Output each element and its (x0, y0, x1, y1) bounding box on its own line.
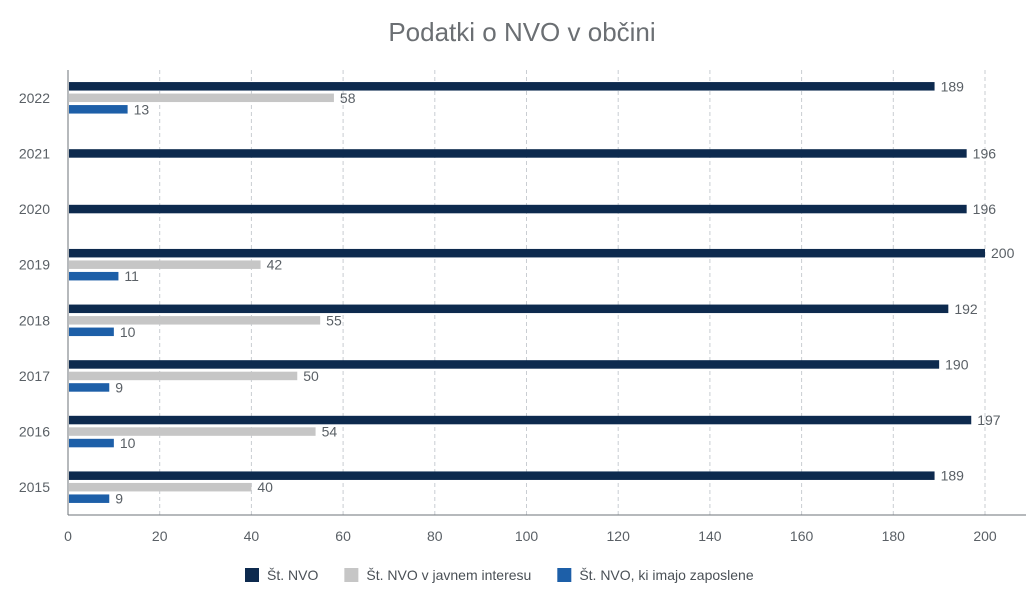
bars (69, 82, 985, 503)
y-tick-label: 2017 (19, 368, 50, 384)
x-tick-label: 180 (882, 528, 906, 544)
bar (69, 383, 110, 392)
data-label: 9 (115, 379, 123, 395)
data-label: 13 (134, 101, 150, 117)
bar (69, 149, 967, 158)
data-label: 200 (991, 245, 1015, 261)
x-tick-label: 140 (698, 528, 722, 544)
legend-label: Št. NVO v javnem interesu (366, 567, 531, 583)
chart-title: Podatki o NVO v občini (388, 17, 655, 47)
bar (69, 427, 316, 436)
legend-label: Št. NVO, ki imajo zaposlene (579, 567, 754, 583)
bar (69, 471, 935, 480)
bar (69, 371, 298, 381)
data-label: 40 (257, 479, 273, 495)
data-label: 54 (322, 424, 338, 440)
x-tick-label: 120 (607, 528, 631, 544)
gridlines (159, 70, 986, 515)
bar (69, 316, 321, 325)
y-tick-label: 2015 (19, 479, 50, 495)
data-label: 192 (954, 301, 978, 317)
x-tick-label: 80 (427, 528, 443, 544)
bar (69, 105, 128, 114)
legend-swatch (344, 568, 359, 582)
data-labels: 189 58 13 196 196 200 42 11 192 55 10 190 50 9 197 54 10… (115, 78, 1014, 506)
data-label: 55 (326, 312, 342, 328)
data-label: 197 (977, 412, 1001, 428)
y-tick-label: 2018 (19, 312, 50, 328)
bar (69, 204, 967, 214)
x-tick-label: 200 (973, 528, 997, 544)
data-label: 50 (303, 368, 319, 384)
x-tick-label: 0 (64, 528, 72, 544)
legend-swatch (557, 568, 572, 582)
legend: Št. NVO Št. NVO v javnem interesu Št. NVO,… (245, 567, 754, 583)
data-label: 196 (973, 201, 997, 217)
y-axis: 2022 2021 2020 2019 2018 2017 2016 2015 (19, 70, 69, 515)
data-label: 9 (115, 491, 123, 507)
data-label: 42 (267, 257, 283, 273)
data-label: 196 (973, 145, 997, 161)
bar (69, 248, 985, 258)
x-axis: 0 20 40 60 80 100 120 140 160 180 200 (64, 514, 1026, 544)
bar (69, 327, 114, 337)
data-label: 10 (120, 435, 136, 451)
bar (69, 360, 940, 369)
y-tick-label: 2020 (19, 201, 50, 217)
bar (69, 93, 334, 103)
x-tick-label: 40 (244, 528, 260, 544)
bar (69, 304, 949, 314)
bar (69, 482, 252, 492)
data-label: 11 (124, 268, 139, 284)
data-label: 189 (941, 78, 965, 94)
data-label: 189 (941, 468, 965, 484)
x-tick-label: 100 (515, 528, 539, 544)
x-tick-label: 20 (152, 528, 168, 544)
legend-label: Št. NVO (267, 567, 318, 583)
data-label: 10 (120, 324, 136, 340)
data-label: 190 (945, 356, 969, 372)
y-tick-label: 2021 (19, 145, 50, 161)
y-tick-label: 2022 (19, 90, 50, 106)
bar (69, 494, 110, 503)
x-tick-label: 60 (335, 528, 351, 544)
legend-swatch (245, 568, 259, 582)
bar (69, 415, 972, 425)
bar (69, 260, 261, 269)
y-tick-label: 2016 (19, 424, 50, 440)
bar (69, 438, 114, 448)
y-tick-label: 2019 (19, 257, 50, 273)
bar (69, 82, 935, 91)
x-tick-label: 160 (790, 528, 814, 544)
data-label: 58 (340, 90, 356, 106)
bar (69, 271, 119, 281)
